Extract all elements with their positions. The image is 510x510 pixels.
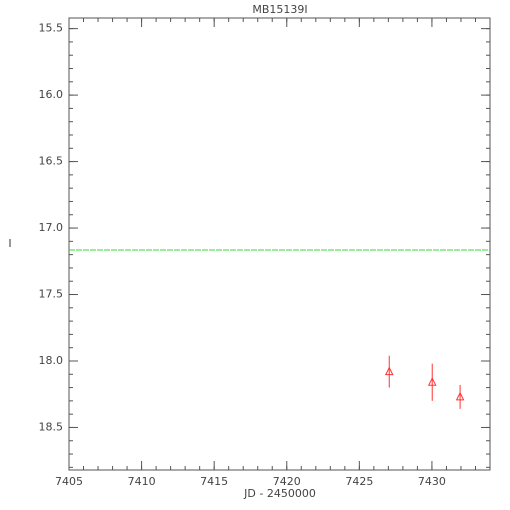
data-point [384,366,394,376]
x-axis-label: JD - 2450000 [243,487,316,500]
chart-title: MB15139I [252,3,307,16]
y-tick-label: 18.5 [39,420,64,433]
x-tick-label: 7425 [345,475,373,488]
x-tick-label: 7420 [273,475,301,488]
x-tick-label: 7415 [200,475,228,488]
plot-frame [68,17,491,471]
data-point [455,391,465,401]
y-tick-label: 15.5 [39,22,64,35]
x-tick-label: 7410 [128,475,156,488]
y-axis-label: I [8,237,11,250]
y-tick-label: 17.0 [39,221,64,234]
y-tick-label: 18.0 [39,354,64,367]
x-tick-label: 7405 [55,475,83,488]
y-tick-label: 16.5 [39,155,64,168]
x-tick-label: 7430 [418,475,446,488]
y-tick-label: 16.0 [39,88,64,101]
y-tick-label: 17.5 [39,288,64,301]
data-point [427,377,437,386]
